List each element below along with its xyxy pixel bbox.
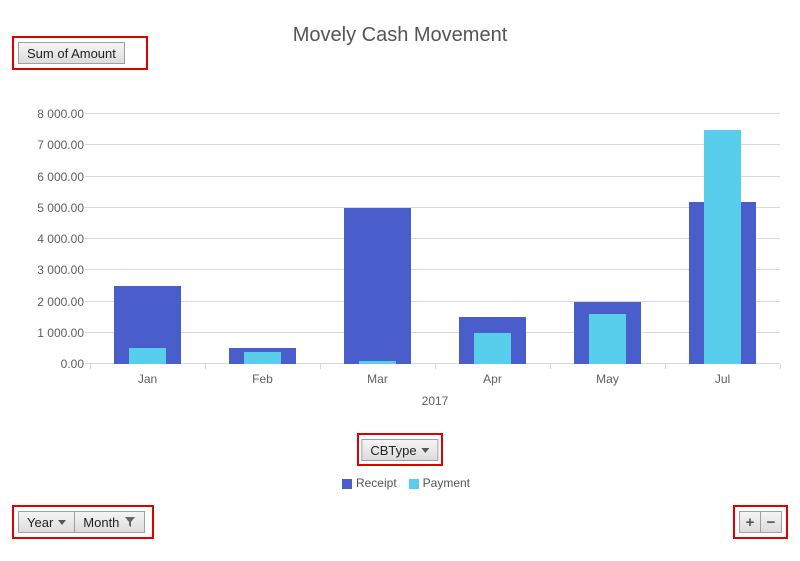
month-label: Month — [83, 516, 119, 529]
bar-payment — [359, 361, 396, 364]
y-tick-label: 7 000.00 — [37, 138, 84, 152]
y-tick-label: 5 000.00 — [37, 201, 84, 215]
y-gridline — [90, 238, 780, 239]
cbtype-button[interactable]: CBType — [361, 439, 438, 461]
chevron-down-icon — [422, 448, 430, 453]
legend-swatch — [342, 479, 352, 489]
x-tickmark — [435, 364, 436, 369]
y-gridline — [90, 113, 780, 114]
x-axis-group-label: 2017 — [422, 394, 449, 408]
y-tick-label: 2 000.00 — [37, 295, 84, 309]
y-gridline — [90, 332, 780, 333]
x-tick-label: May — [596, 372, 619, 386]
x-tickmark — [780, 364, 781, 369]
legend-label: Payment — [423, 476, 470, 490]
y-tickmark — [85, 332, 90, 333]
x-tickmark — [665, 364, 666, 369]
x-tickmark — [90, 364, 91, 369]
y-tick-label: 6 000.00 — [37, 170, 84, 184]
chart-area: 0.001 000.002 000.003 000.004 000.005 00… — [20, 114, 780, 364]
y-tickmark — [85, 144, 90, 145]
y-tickmark — [85, 113, 90, 114]
y-tick-label: 3 000.00 — [37, 263, 84, 277]
y-tickmark — [85, 207, 90, 208]
chart-legend: Receipt Payment — [0, 476, 800, 490]
y-gridline — [90, 176, 780, 177]
y-tick-label: 0.00 — [61, 357, 84, 371]
x-tickmark — [320, 364, 321, 369]
legend-swatch — [409, 479, 419, 489]
x-tickmark — [550, 364, 551, 369]
minus-icon: − — [767, 514, 776, 531]
bar-payment — [704, 130, 741, 364]
chevron-down-icon — [58, 520, 66, 525]
x-tick-label: Feb — [252, 372, 273, 386]
zoom-in-button[interactable]: + — [739, 511, 761, 533]
x-tickmark — [205, 364, 206, 369]
y-tickmark — [85, 176, 90, 177]
month-button[interactable]: Month — [74, 511, 145, 533]
bar-payment — [474, 333, 511, 364]
cbtype-label: CBType — [370, 444, 416, 457]
filter-icon — [124, 516, 136, 528]
zoom-out-button[interactable]: − — [760, 511, 782, 533]
sum-of-amount-label: Sum of Amount — [27, 47, 116, 60]
y-gridline — [90, 207, 780, 208]
bar-payment — [589, 314, 626, 364]
plus-icon: + — [746, 514, 755, 531]
sum-of-amount-button[interactable]: Sum of Amount — [18, 42, 125, 64]
x-tick-label: Mar — [367, 372, 388, 386]
legend-label: Receipt — [356, 476, 397, 490]
chart-plot: 0.001 000.002 000.003 000.004 000.005 00… — [90, 114, 780, 364]
bar-payment — [244, 352, 281, 365]
bar-payment — [129, 348, 166, 364]
y-tick-label: 8 000.00 — [37, 107, 84, 121]
year-button[interactable]: Year — [18, 511, 75, 533]
y-tickmark — [85, 238, 90, 239]
year-label: Year — [27, 516, 53, 529]
y-tickmark — [85, 269, 90, 270]
x-tick-label: Jul — [715, 372, 730, 386]
y-gridline — [90, 301, 780, 302]
y-tick-label: 1 000.00 — [37, 326, 84, 340]
x-tick-label: Jan — [138, 372, 157, 386]
bar-receipt — [344, 208, 411, 364]
y-gridline — [90, 269, 780, 270]
y-gridline — [90, 144, 780, 145]
y-tickmark — [85, 301, 90, 302]
y-tick-label: 4 000.00 — [37, 232, 84, 246]
x-tick-label: Apr — [483, 372, 502, 386]
